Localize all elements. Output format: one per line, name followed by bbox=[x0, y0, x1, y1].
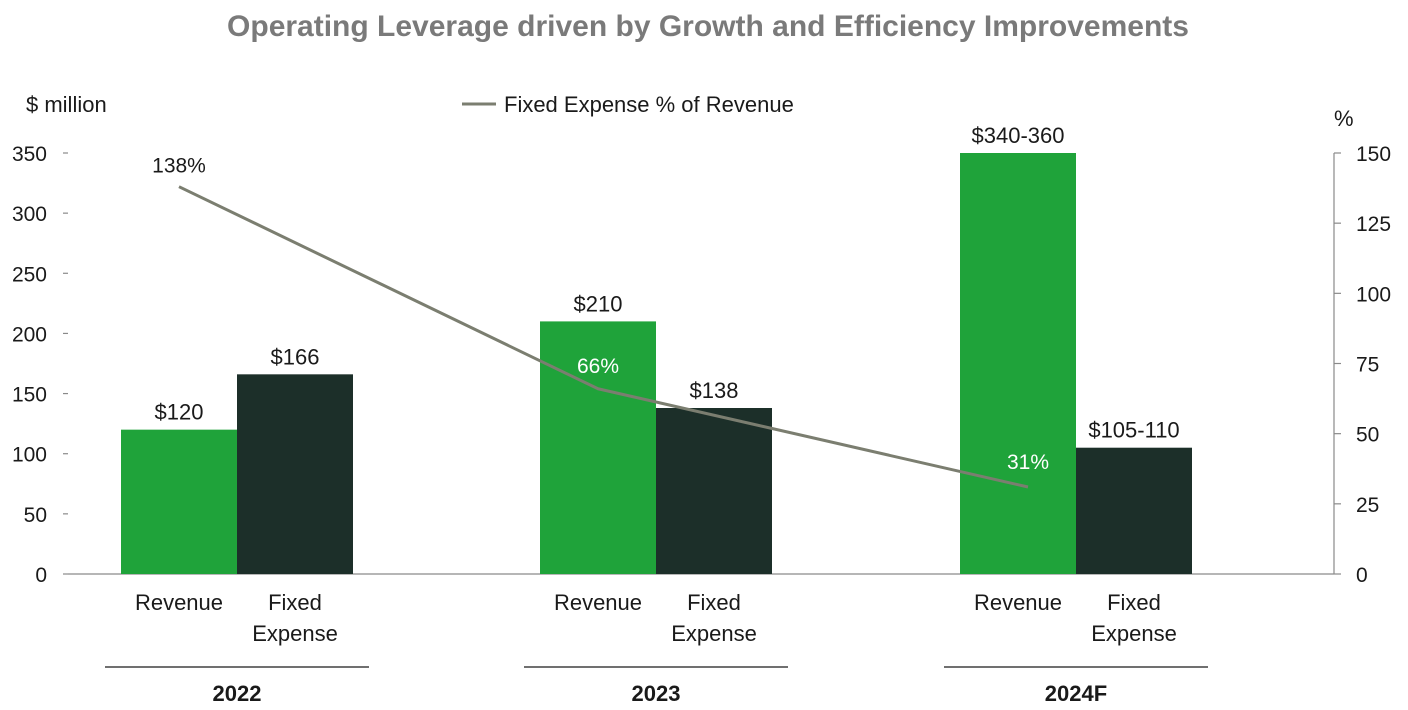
category-label: Fixed bbox=[1107, 590, 1161, 615]
bar-value-label: $166 bbox=[271, 344, 320, 369]
bar-value-label: $210 bbox=[574, 291, 623, 316]
axes: 0 50 100 150 200 250 300 350 0 25 50 75 100 125 150 bbox=[12, 143, 1391, 587]
y2-tick-label: 75 bbox=[1356, 354, 1379, 377]
y2-tick-label: 50 bbox=[1356, 424, 1379, 447]
y-tick-label: 0 bbox=[35, 564, 47, 587]
pct-series-line bbox=[178, 185, 1029, 489]
labels: $120 Revenue $166 Fixed Expense 2022 $210 Reven… bbox=[105, 123, 1208, 706]
category-label: Fixed bbox=[687, 590, 741, 615]
y2-tick-label: 25 bbox=[1356, 494, 1379, 517]
pct-point-label: 31% bbox=[1007, 451, 1049, 474]
category-label: Revenue bbox=[135, 590, 223, 615]
y-tick-label: 100 bbox=[12, 444, 47, 467]
bar-value-label: $340-360 bbox=[972, 123, 1065, 148]
y2-tick-label: 150 bbox=[1356, 143, 1391, 166]
group-label: 2023 bbox=[632, 681, 681, 706]
bar-value-label: $120 bbox=[155, 400, 204, 425]
y-tick-label: 200 bbox=[12, 323, 47, 346]
y2-tick-label: 125 bbox=[1356, 213, 1391, 236]
legend: Fixed Expense % of Revenue bbox=[462, 92, 794, 117]
revenue-bar bbox=[121, 429, 237, 574]
legend-label: Fixed Expense % of Revenue bbox=[504, 92, 794, 117]
bars bbox=[121, 153, 1192, 574]
bar-value-label: $105-110 bbox=[1088, 418, 1179, 443]
category-label: Expense bbox=[671, 621, 757, 646]
chart-title: Operating Leverage driven by Growth and … bbox=[227, 10, 1189, 43]
category-label: Revenue bbox=[554, 590, 642, 615]
y-tick-label: 250 bbox=[12, 263, 47, 286]
group-label: 2024F bbox=[1045, 681, 1107, 706]
category-label: Revenue bbox=[974, 590, 1062, 615]
pct-point-label: 138% bbox=[152, 155, 206, 178]
bar-value-label: $138 bbox=[690, 378, 739, 403]
fixed-expense-bar bbox=[656, 408, 772, 574]
category-label: Expense bbox=[252, 621, 338, 646]
pct-point-label: 66% bbox=[577, 355, 619, 378]
category-label: Expense bbox=[1091, 621, 1177, 646]
right-axis-title: % bbox=[1334, 106, 1354, 131]
y-tick-label: 300 bbox=[12, 203, 47, 226]
revenue-bar bbox=[540, 321, 656, 574]
group-label: 2022 bbox=[213, 681, 262, 706]
fixed-expense-bar bbox=[237, 374, 353, 574]
y2-tick-label: 100 bbox=[1356, 283, 1391, 306]
left-axis-title: $ million bbox=[26, 92, 107, 117]
fixed-expense-bar bbox=[1076, 447, 1192, 574]
y-tick-label: 50 bbox=[24, 504, 47, 527]
y2-tick-label: 0 bbox=[1356, 564, 1368, 587]
revenue-bar bbox=[960, 153, 1076, 574]
y-tick-label: 150 bbox=[12, 384, 47, 407]
pct-line-layer bbox=[178, 185, 1029, 489]
category-label: Fixed bbox=[268, 590, 322, 615]
y-tick-label: 350 bbox=[12, 143, 47, 166]
